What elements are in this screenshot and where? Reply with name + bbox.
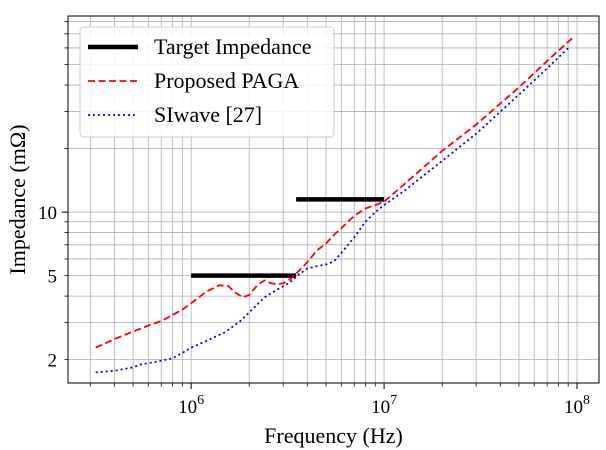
legend-entry-proposed-paga: Proposed PAGA <box>154 68 299 93</box>
legend-entry-siwave: SIwave [27] <box>154 102 262 127</box>
axis-ticks: 106 107 108 2 5 10 <box>38 21 590 418</box>
x-tick-label: 106 <box>178 393 204 418</box>
series-siwave-27-line <box>95 45 571 374</box>
legend-box <box>79 26 335 138</box>
x-tick-label: 107 <box>371 393 397 418</box>
plot-area-frame <box>67 15 600 384</box>
legend-entry-target-impedance: Target Impedance <box>154 34 311 59</box>
legend: Target Impedance Proposed PAGA SIwave [2… <box>79 26 335 138</box>
y-axis-label: Impedance (mΩ) <box>5 124 30 274</box>
x-tick-label: 108 <box>564 393 590 418</box>
y-tick-label: 2 <box>48 351 58 372</box>
y-tick-label: 5 <box>48 267 58 288</box>
y-tick-label: 10 <box>38 203 57 224</box>
series-layer <box>95 37 574 374</box>
x-axis-label: Frequency (Hz) <box>264 423 403 448</box>
series-proposed-paga-line <box>95 37 574 349</box>
